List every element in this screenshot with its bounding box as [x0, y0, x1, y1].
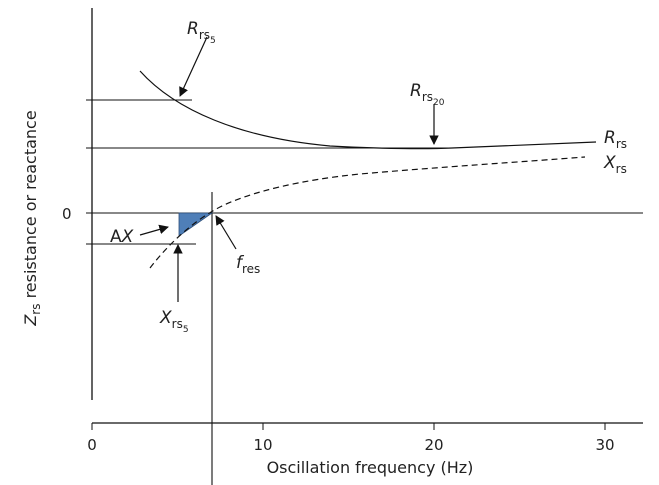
rrs-label: Rrs: [604, 128, 627, 151]
rrs-curve: [139, 70, 597, 150]
xrs-label-main: X: [603, 153, 616, 173]
fres-arrow: [215, 215, 237, 250]
y-axis-title-rest: resistance or reactance: [21, 110, 40, 303]
rrs20-label-sub2: 20: [433, 98, 445, 108]
fres-label-sub: res: [242, 262, 260, 276]
ax-area: [178, 212, 214, 237]
y-axis-title-sub: rs: [29, 304, 43, 315]
xrs5-label-sub2: 5: [183, 325, 189, 335]
rrs5-label-sub: rs: [199, 28, 210, 42]
x-tick-label-0: 0: [87, 436, 97, 454]
ax-label-prefix: A: [110, 227, 122, 247]
x-axis-title: Oscillation frequency (Hz): [267, 458, 474, 477]
xrs-curve: [149, 156, 586, 269]
rrs-label-main: R: [604, 128, 616, 148]
xrs-label-sub: rs: [616, 162, 627, 176]
rrs20-label-sub: rs: [422, 90, 433, 104]
rrs5-label-sub2: 5: [210, 36, 216, 46]
rrs5-label-main: R: [187, 19, 199, 39]
y-axis-title-main: Z: [21, 314, 40, 327]
rrs-label-sub: rs: [616, 137, 627, 151]
rrs5-label: Rrs5: [187, 19, 216, 46]
ax-label-main: X: [121, 227, 134, 247]
xrs5-label-sub: rs: [172, 317, 183, 331]
ax-label: AX: [110, 227, 134, 247]
rrs20-label-main: R: [410, 81, 422, 101]
rrs20-label: Rrs20: [410, 81, 445, 108]
x-tick-label-20: 20: [424, 436, 443, 454]
xrs-label: Xrs: [603, 153, 627, 176]
x-tick-label-30: 30: [595, 436, 614, 454]
rrs5-arrow: [179, 36, 208, 97]
fres-label-main: f: [236, 253, 245, 273]
zero-label: 0: [62, 205, 72, 223]
x-tick-label-10: 10: [253, 436, 272, 454]
fres-label: fres: [236, 253, 260, 276]
y-axis-title: Zrs resistance or reactance: [21, 110, 43, 326]
xrs5-label-main: X: [159, 308, 172, 328]
xrs5-label: Xrs5: [159, 308, 189, 335]
ax-arrow: [139, 224, 169, 236]
